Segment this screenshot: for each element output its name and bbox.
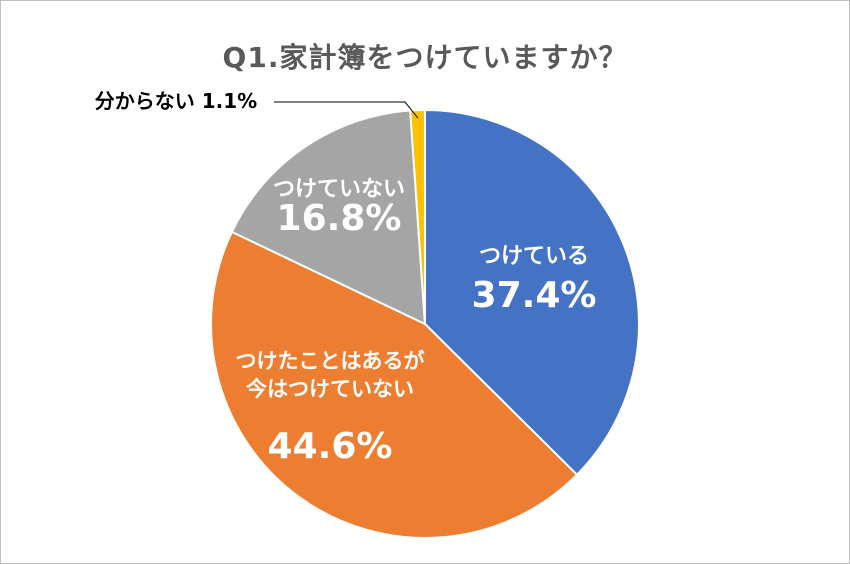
slice-label: つけている	[479, 244, 589, 269]
slice-label: つけていない	[273, 177, 405, 202]
chart-title: Q1.家計簿をつけていますか？	[222, 41, 628, 74]
slice-value-label: 37.4%	[472, 275, 597, 316]
pie-slice	[424, 108, 640, 477]
slice-label: 今はつけていない	[246, 377, 414, 401]
pie-slice	[409, 108, 426, 325]
leader-line	[274, 101, 419, 119]
pie-slice	[230, 109, 427, 326]
slice-label: 分からない 1.1%	[95, 89, 257, 113]
slice-value-label: 44.6%	[268, 426, 393, 467]
pie-slice	[210, 230, 579, 539]
slice-label: つけたことはあるが	[236, 349, 425, 373]
slice-value-label: 16.8%	[277, 198, 402, 239]
